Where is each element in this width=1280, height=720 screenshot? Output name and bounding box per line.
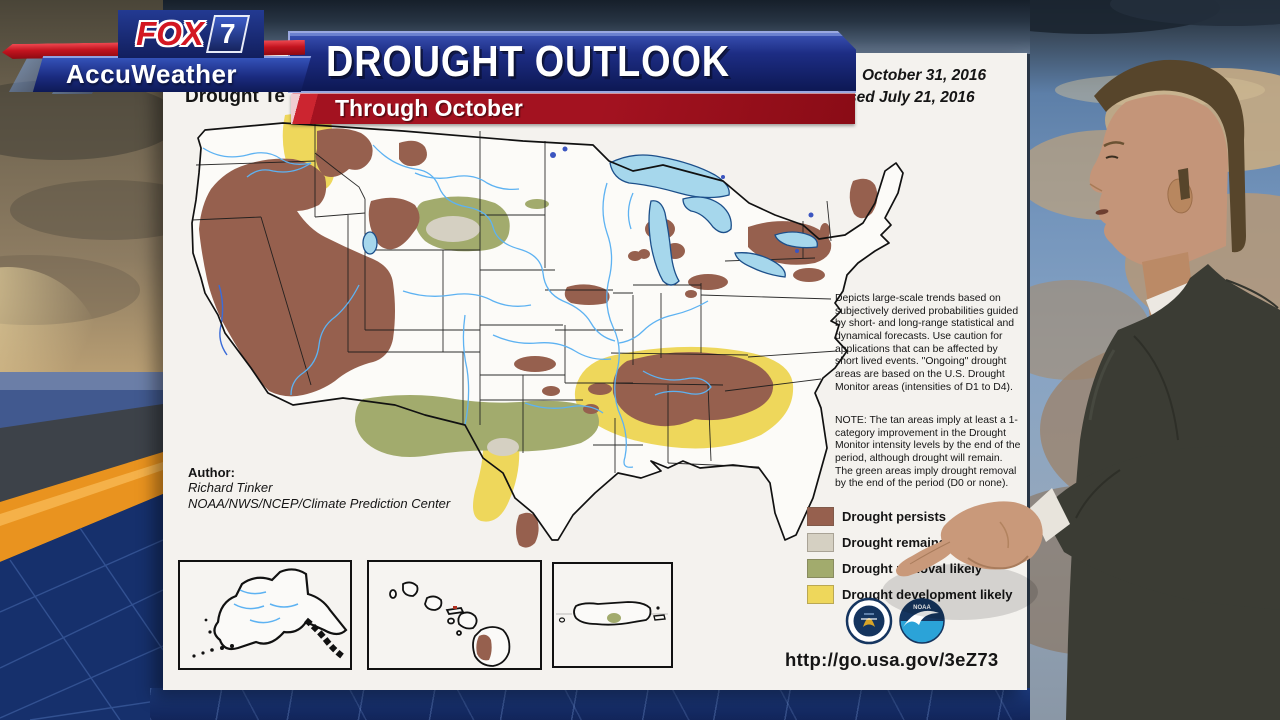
outlook-description: Depicts large-scale trends based on subj… <box>835 293 1019 393</box>
conus-drought-map <box>191 113 904 548</box>
release-date-line2: sed July 21, 2016 <box>848 89 975 106</box>
author-label: Author: <box>188 465 235 480</box>
regions-drought-improves <box>426 216 519 456</box>
backdrop-cloud <box>10 180 163 240</box>
drought-outlook-panel: Drought Te October 31, 2016 sed July 21,… <box>163 53 1031 690</box>
backdrop-horizon-light <box>0 372 163 390</box>
accuweather-bar: AccuWeather <box>32 56 312 92</box>
hawaii-map <box>389 581 511 667</box>
small-lakes <box>550 146 814 253</box>
legend-swatch-persists <box>807 506 834 526</box>
usa-outline <box>191 122 904 541</box>
big-island-drought-patch <box>476 634 492 661</box>
knuckle-line <box>999 521 1010 549</box>
lake-huron <box>682 196 732 234</box>
suit-lapel-line <box>1133 335 1179 441</box>
author-organization: NOAA/NWS/NCEP/Climate Prediction Center <box>188 495 451 511</box>
title-banner-text: DROUGHT OUTLOOK <box>326 37 730 86</box>
legend-item: Drought development likely <box>807 583 1012 605</box>
svg-text:NOAA: NOAA <box>913 605 931 611</box>
suit-shoulder-seam <box>1225 279 1279 309</box>
valid-date-line1: October 31, 2016 <box>862 67 987 84</box>
weatherman-eyebrow <box>1103 141 1125 148</box>
weatherman-face <box>1089 94 1228 269</box>
weatherman-nose-shade <box>1089 183 1103 192</box>
backdrop-cloud <box>0 80 163 160</box>
info-url: http://go.usa.gov/3eZ73 <box>785 649 999 670</box>
weatherman-mouth <box>1095 209 1109 215</box>
finger-shade <box>909 541 951 565</box>
swoosh-highlight <box>0 462 163 526</box>
channel-7-badge: 7 <box>205 15 250 53</box>
suit-highlight <box>1088 349 1116 421</box>
curled-fingers-line <box>967 555 1029 570</box>
studio-floor <box>150 688 1060 720</box>
subtitle-banner: Through October <box>291 93 855 124</box>
pointing-hand <box>940 501 1043 570</box>
legend-swatch-improves <box>807 532 834 552</box>
weatherman-pointing-arm <box>882 446 1280 620</box>
outlook-note: NOTE: The tan areas imply at least a 1-c… <box>835 415 1021 490</box>
hand-shadow <box>882 564 1038 620</box>
subtitle-banner-text: Through October <box>335 95 523 121</box>
alaska-panhandle <box>304 617 344 659</box>
puerto-rico-drought-removal-spot <box>607 613 621 623</box>
state-borders <box>191 123 838 473</box>
alaska-rivers <box>233 589 299 624</box>
alaska-map <box>192 568 348 659</box>
weatherman-eye <box>1105 155 1119 159</box>
floor-grid-lines <box>0 527 163 720</box>
index-finger <box>896 538 956 577</box>
lake-ontario <box>774 231 818 249</box>
author-block: Author: Richard Tinker NOAA/NWS/NCEP/Cli… <box>188 465 450 511</box>
legend-label: Drought persists <box>842 508 947 524</box>
fox-wordmark: FOX <box>136 15 204 52</box>
agency-logos: NOAA <box>845 597 945 645</box>
commerce-seal-icon <box>845 597 893 645</box>
noaa-logo-icon: NOAA <box>899 598 945 644</box>
rivers <box>202 144 712 468</box>
lake-superior <box>609 154 730 199</box>
inset-alaska <box>178 560 352 670</box>
inset-hawaii <box>367 560 542 670</box>
puerto-rico-map <box>556 601 668 626</box>
lake-erie <box>734 252 786 278</box>
legend-swatch-removal <box>807 558 834 578</box>
aleutian-islands <box>192 618 234 658</box>
weatherman-sideburn <box>1178 168 1190 200</box>
lake-michigan <box>648 200 680 286</box>
studio-backdrop-left <box>0 0 163 720</box>
author-name: Richard Tinker <box>188 480 273 496</box>
suit-sleeve <box>1042 446 1280 610</box>
great-lakes <box>362 154 818 286</box>
great-salt-lake <box>362 231 378 255</box>
legend-label: Drought development likely <box>842 586 1013 602</box>
channel-7-number: 7 <box>220 18 236 49</box>
fox7-logo: FOX 7 <box>118 10 264 58</box>
title-banner: DROUGHT OUTLOOK <box>288 31 856 93</box>
legend-item: Drought persists <box>807 505 946 527</box>
accuweather-wordmark: AccuWeather <box>65 59 238 89</box>
desk-dark-edge <box>0 404 163 502</box>
hawaii-red-mark <box>453 606 457 609</box>
inset-puerto-rico <box>552 562 673 668</box>
sleeve-crease <box>1075 469 1121 519</box>
regions-drought-persists <box>199 128 878 548</box>
legend-swatch-development <box>807 584 834 604</box>
